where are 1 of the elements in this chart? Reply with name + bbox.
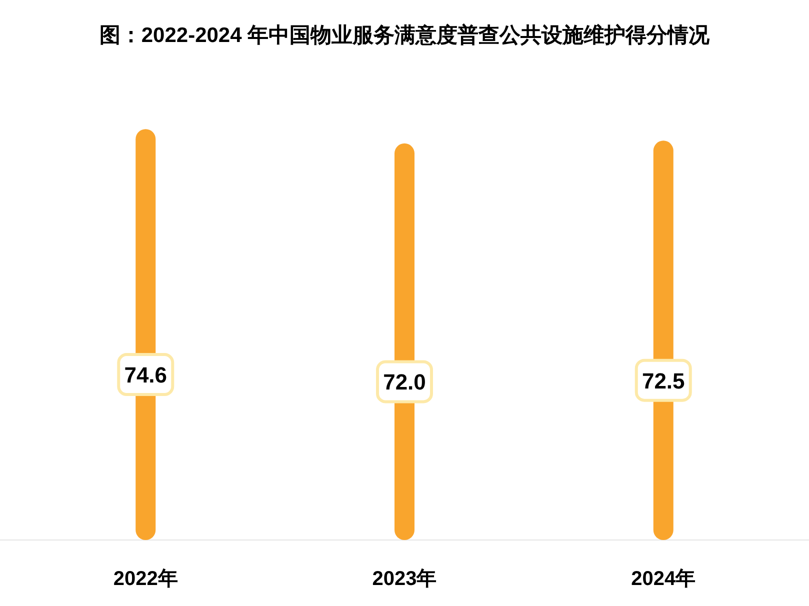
- title: 图：2022-2024 年中国物业服务满意度普查公共设施维护得分情况: [99, 24, 710, 47]
